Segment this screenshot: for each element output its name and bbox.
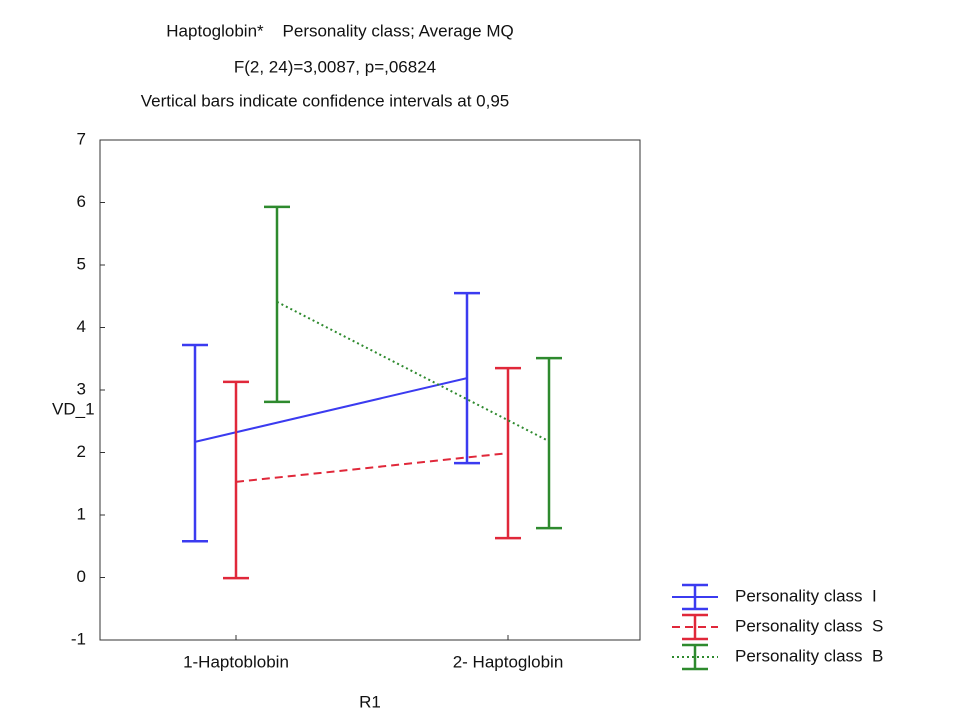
- y-tick-label: 4: [77, 317, 86, 336]
- y-tick-label: -1: [71, 629, 86, 648]
- series-line: [194, 377, 468, 443]
- error-bar: [182, 343, 208, 543]
- y-tick-label: 3: [77, 379, 86, 398]
- series-line: [235, 452, 509, 483]
- y-tick-label: 5: [77, 254, 86, 273]
- legend-label: Personality class I: [735, 586, 877, 605]
- y-axis-label: VD_1: [52, 399, 95, 418]
- series-line: [276, 300, 550, 443]
- y-tick-label: 6: [77, 192, 86, 211]
- x-tick-label: 2- Haptoglobin: [453, 652, 564, 671]
- x-tick-label: 1-Haptoblobin: [183, 652, 289, 671]
- error-bar: [264, 205, 290, 404]
- error-bar: [536, 356, 562, 530]
- legend-symbol: [682, 643, 708, 671]
- y-tick-label: 1: [77, 504, 86, 523]
- legend-label: Personality class B: [735, 646, 883, 665]
- legend-symbol: [682, 613, 708, 641]
- chart-subtitle: F(2, 24)=3,0087, p=,06824: [234, 57, 436, 76]
- y-tick-label: 2: [77, 442, 86, 461]
- error-bar: [495, 366, 521, 540]
- y-tick-label: 0: [77, 567, 86, 586]
- error-bar: [223, 380, 249, 580]
- y-tick-label: 7: [77, 129, 86, 148]
- error-bar: [454, 291, 480, 465]
- chart-title: Haptoglobin* Personality class; Average …: [166, 21, 513, 40]
- legend-label: Personality class S: [735, 616, 883, 635]
- annotation: Vertical bars indicate confidence interv…: [141, 91, 510, 110]
- x-axis-label: R1: [359, 692, 381, 711]
